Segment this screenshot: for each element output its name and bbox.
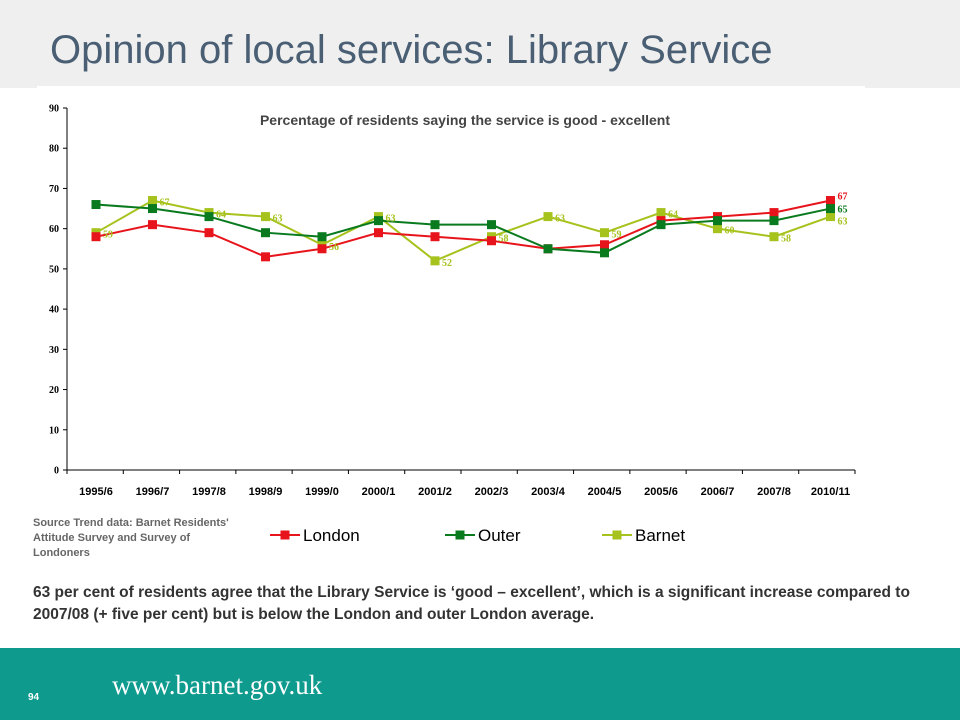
y-tick-label: 60 — [49, 224, 59, 235]
data-point — [430, 256, 440, 266]
x-tick-label: 2010/11 — [811, 486, 850, 498]
legend-label: Barnet — [635, 526, 685, 545]
data-point — [148, 204, 157, 214]
data-point — [769, 232, 779, 242]
chart-title: Percentage of residents saying the servi… — [260, 112, 670, 128]
x-tick-label: 2002/3 — [475, 486, 509, 498]
data-point — [261, 252, 270, 262]
data-point — [826, 204, 835, 214]
series-line-outer — [95, 203, 831, 254]
page-title: Opinion of local services: Library Servi… — [50, 28, 773, 72]
data-point — [656, 220, 666, 230]
source-note: Source Trend data: Barnet Residents' Att… — [33, 517, 229, 559]
data-point — [261, 212, 270, 222]
data-point — [826, 196, 835, 206]
data-point — [430, 220, 440, 230]
data-point — [317, 232, 327, 242]
y-tick-label: 70 — [49, 184, 59, 195]
x-tick-label: 2005/6 — [644, 486, 678, 498]
legend-label: Outer — [478, 526, 521, 545]
data-label: 67 — [838, 192, 848, 203]
data-label: 52 — [442, 258, 452, 269]
data-point — [769, 208, 779, 218]
data-point — [656, 208, 666, 218]
data-point — [487, 220, 496, 230]
data-label: 59 — [103, 230, 113, 241]
data-point — [600, 240, 609, 250]
x-tick-label: 2004/5 — [588, 486, 622, 498]
data-label: 58 — [781, 234, 791, 245]
x-tick-label: 2000/1 — [362, 486, 396, 498]
x-tick-label: 1998/9 — [249, 486, 283, 498]
data-label: 64 — [668, 210, 678, 221]
data-label: 63 — [273, 214, 283, 225]
x-tick-label: 1996/7 — [136, 486, 170, 498]
data-point — [487, 236, 496, 246]
footer-bar — [0, 648, 960, 720]
data-point — [261, 228, 270, 238]
y-tick-label: 40 — [49, 305, 59, 316]
x-tick-label: 2006/7 — [701, 486, 735, 498]
data-point — [600, 228, 609, 238]
legend-marker — [455, 530, 465, 540]
data-label: 58 — [499, 234, 509, 245]
data-point — [317, 244, 327, 254]
data-point — [148, 196, 157, 206]
y-tick-label: 50 — [49, 264, 59, 275]
x-tick-label: 2007/8 — [757, 486, 791, 498]
data-point — [91, 200, 101, 210]
data-point — [91, 232, 101, 242]
legend-marker — [612, 530, 622, 540]
data-point — [430, 232, 440, 242]
x-tick-label: 2003/4 — [531, 486, 566, 498]
data-point — [204, 212, 214, 222]
data-point — [713, 224, 722, 234]
legend-marker — [280, 530, 290, 540]
data-point — [543, 244, 553, 254]
y-tick-label: 90 — [49, 104, 59, 115]
data-label: 64 — [216, 210, 226, 221]
x-tick-label: 1995/6 — [79, 486, 113, 498]
page-number: 94 — [28, 692, 40, 703]
y-tick-label: 80 — [49, 144, 59, 155]
y-tick-label: 20 — [49, 385, 59, 396]
series-line-london — [95, 199, 831, 258]
data-label: 63 — [386, 214, 396, 225]
data-point — [600, 248, 609, 258]
series-outer — [91, 200, 835, 258]
data-point — [769, 216, 779, 226]
x-tick-label: 1999/0 — [305, 486, 339, 498]
data-label: 60 — [725, 226, 735, 237]
y-tick-label: 30 — [49, 345, 59, 356]
data-point — [204, 228, 214, 238]
data-point — [374, 228, 383, 238]
data-point — [543, 212, 553, 222]
line-chart: Percentage of residents saying the servi… — [37, 86, 865, 545]
data-label: 65 — [838, 205, 848, 216]
footer-url[interactable]: www.barnet.gov.uk — [112, 670, 323, 700]
data-point — [826, 212, 835, 222]
y-tick-label: 10 — [49, 425, 59, 436]
data-point — [148, 220, 157, 230]
data-label: 63 — [555, 214, 565, 225]
series-line-barnet — [95, 199, 831, 262]
data-label: 56 — [329, 242, 339, 253]
legend-item-barnet: Barnet — [602, 526, 685, 545]
chart-panel — [37, 86, 865, 506]
legend-item-london: London — [270, 526, 360, 545]
title-bar — [0, 0, 960, 88]
summary-text: 63 per cent of residents agree that the … — [33, 584, 910, 623]
x-tick-label: 2001/2 — [418, 486, 452, 498]
data-point — [713, 216, 722, 226]
data-label: 67 — [160, 198, 170, 209]
legend-label: London — [303, 526, 360, 545]
data-label: 59 — [612, 230, 622, 241]
x-tick-label: 1997/8 — [192, 486, 226, 498]
y-tick-label: 0 — [54, 466, 59, 477]
data-label: 63 — [838, 217, 848, 228]
legend-item-outer: Outer — [445, 526, 521, 545]
data-point — [374, 216, 383, 226]
